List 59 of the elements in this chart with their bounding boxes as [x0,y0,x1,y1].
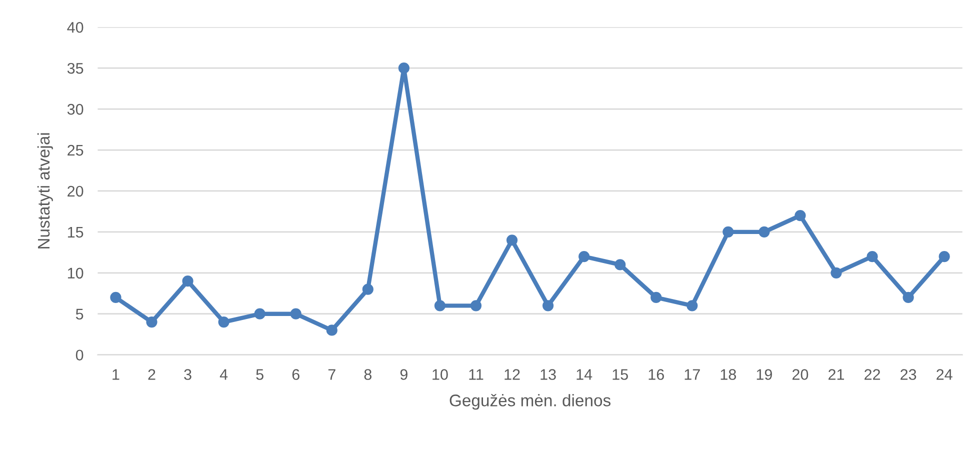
point [758,226,770,238]
point [182,276,194,287]
point [110,292,122,304]
point [938,250,950,262]
x-tick-label: 22 [864,369,880,380]
point [794,210,806,222]
x-tick-label: 9 [400,369,408,380]
point [506,234,518,246]
y-tick-label: 25 [68,144,84,156]
point [362,284,374,295]
y-tick-label: 5 [76,308,84,320]
y-axis-title: Nustatyti atvejai [37,133,53,248]
point [866,250,878,262]
x-tick-label: 18 [720,369,736,380]
x-tick-label: 23 [900,369,916,380]
x-tick-label: 8 [364,369,372,380]
y-tick-label: 15 [68,226,84,238]
point [614,259,626,270]
x-tick-label: 14 [576,369,592,380]
x-tick-label: 3 [184,369,192,380]
x-tick-label: 20 [792,369,808,380]
x-tick-label: 12 [504,369,520,380]
y-tick-label: 40 [67,22,84,33]
x-tick-label: 5 [256,369,264,380]
x-tick-label: 16 [648,369,664,380]
x-tick-label: 1 [112,369,120,380]
x-tick-label: 24 [936,369,952,380]
point [902,292,914,304]
point [542,300,554,312]
point [686,300,698,312]
x-tick-label: 4 [220,369,228,380]
y-tick-label: 35 [67,62,84,74]
x-tick-label: 7 [328,369,336,380]
x-axis-title: Gegužės mėn. dienos [450,394,610,410]
x-tick-label: 10 [432,369,448,380]
point [326,324,338,336]
point [146,316,158,328]
x-tick-label: 15 [612,369,628,380]
x-tick-label: 17 [684,369,700,380]
point [650,292,662,304]
point [218,316,230,328]
point [398,62,410,74]
x-tick-label: 6 [292,369,300,380]
point [470,300,482,312]
point [830,267,842,278]
x-tick-label: 11 [469,369,484,380]
point [722,226,734,238]
y-tick-label: 20 [68,186,84,197]
point [290,308,302,320]
point [254,308,266,320]
y-tick-label: 0 [76,350,84,361]
x-tick-label: 13 [540,369,556,380]
x-tick-label: 2 [148,369,156,380]
y-tick-label: 10 [68,268,84,279]
x-tick-label: 21 [828,369,844,380]
point [578,250,590,262]
y-tick-label: 30 [67,104,84,115]
x-tick-label: 19 [756,369,772,380]
point [434,300,446,312]
